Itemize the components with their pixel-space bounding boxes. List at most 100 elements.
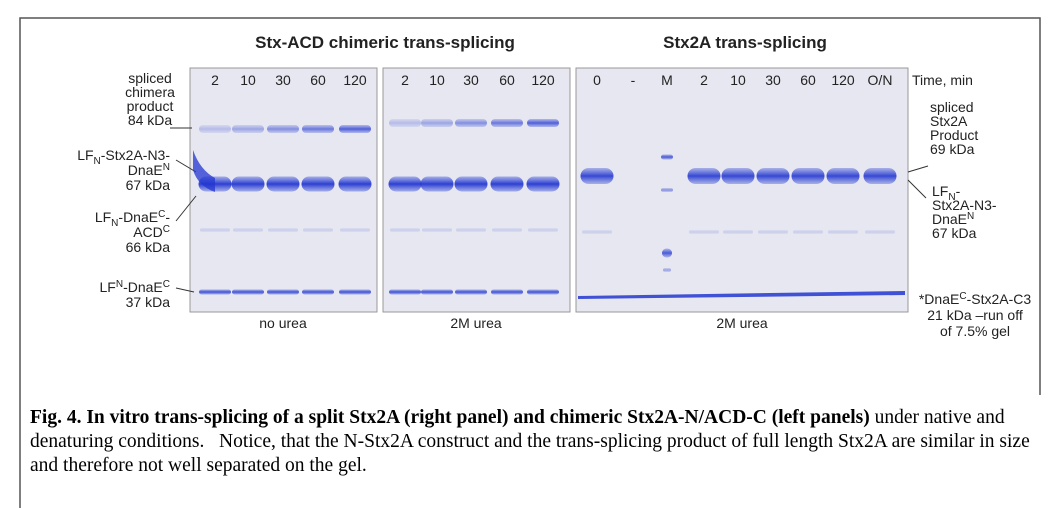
gel-band (456, 228, 486, 232)
gel-band (528, 228, 558, 232)
gel-band (527, 177, 560, 192)
band-label: 66 kDa (126, 239, 171, 255)
gel-band (722, 168, 755, 184)
lane-label: 60 (499, 72, 515, 88)
band-label: ACDC (133, 224, 170, 240)
label-part: C (959, 291, 966, 302)
gel-band (455, 119, 487, 127)
time-label: Time, min (912, 72, 973, 88)
lane-label: 10 (429, 72, 445, 88)
gel-band (302, 125, 334, 133)
label-part: 67 kDa (126, 177, 171, 193)
lane-label: M (661, 72, 673, 88)
gel-band (199, 125, 231, 133)
gel-band (339, 125, 371, 133)
gel-band (340, 228, 370, 232)
label-part: -DnaE (123, 279, 163, 295)
label-part: 67 kDa (932, 225, 977, 241)
gel-band (422, 228, 452, 232)
label-part: DnaE (128, 162, 163, 178)
label-part: LF (95, 209, 111, 225)
label-part: of 7.5% gel (940, 323, 1010, 339)
gel-band (200, 228, 230, 232)
lane-label: 120 (343, 72, 367, 88)
gel-band (267, 177, 300, 192)
gel-band (232, 290, 264, 295)
label-part: -Stx2A-N3- (101, 147, 171, 163)
gel-band (389, 119, 421, 127)
gel-band (663, 268, 671, 272)
gel-band (661, 188, 673, 192)
label-part: N (967, 211, 974, 222)
band-label: 37 kDa (126, 294, 171, 310)
gel-band (661, 155, 673, 160)
lane-label: - (631, 72, 636, 88)
gel-band (232, 177, 265, 192)
gel-band (689, 230, 719, 234)
gel-band (421, 177, 454, 192)
gel-band (302, 290, 334, 295)
gel-band (491, 177, 524, 192)
label-part: LF (77, 147, 93, 163)
label-part: LF (100, 279, 116, 295)
gel-band (792, 168, 825, 184)
label-part: 66 kDa (126, 239, 171, 255)
gel-band (662, 249, 672, 258)
panel-title: Stx2A trans-splicing (663, 33, 827, 52)
label-part: 84 kDa (128, 112, 173, 128)
label-part: N (116, 279, 123, 290)
gel-band (723, 230, 753, 234)
gel-band (527, 119, 559, 127)
band-label: 67 kDa (126, 177, 171, 193)
condition-label: 2M urea (716, 315, 768, 331)
band-label: 69 kDa (930, 141, 975, 157)
gel-band (455, 177, 488, 192)
lane-label: 2 (401, 72, 409, 88)
gel-band (267, 125, 299, 133)
label-part: ACD (133, 224, 163, 240)
gel-band (688, 168, 721, 184)
caption-bold: Fig. 4. In vitro trans-splicing of a spl… (30, 407, 870, 428)
figure-page: Stx-ACD chimeric trans-splicing Stx2A tr… (0, 0, 1063, 508)
label-part: -Stx2A-C3 (967, 291, 1032, 307)
gel-band (421, 119, 453, 127)
gel-band (864, 168, 897, 184)
lane-label: 60 (800, 72, 816, 88)
gel-band (828, 230, 858, 234)
gel-band (527, 290, 559, 295)
gel-band (267, 290, 299, 295)
gel-band (339, 290, 371, 295)
gel-band (233, 228, 263, 232)
gel-band (303, 228, 333, 232)
lane-label: 30 (463, 72, 479, 88)
band-label: *DnaEC-Stx2A-C3 (919, 291, 1031, 307)
gel-band (389, 290, 421, 295)
gel-band (491, 119, 523, 127)
label-part: N (163, 162, 170, 173)
label-part: *DnaE (919, 291, 959, 307)
lane-label: 10 (240, 72, 256, 88)
condition-label: no urea (259, 315, 307, 331)
band-label: of 7.5% gel (940, 323, 1010, 339)
lane-label: 10 (730, 72, 746, 88)
band-label: 67 kDa (932, 225, 977, 241)
gel-band (339, 177, 372, 192)
band-label: 84 kDa (128, 112, 173, 128)
label-part: C (158, 209, 165, 220)
gel-band (581, 168, 614, 184)
gel-band (389, 177, 422, 192)
label-part: N (94, 156, 101, 167)
lane-label: 30 (275, 72, 291, 88)
gel-band (302, 177, 335, 192)
gel-band (421, 290, 453, 295)
gel-band (455, 290, 487, 295)
gel-band (758, 230, 788, 234)
lane-label: 30 (765, 72, 781, 88)
lane-label: 120 (831, 72, 855, 88)
label-part: 69 kDa (930, 141, 975, 157)
label-part: - (165, 209, 170, 225)
lane-label: 2 (211, 72, 219, 88)
lane-label: 120 (531, 72, 555, 88)
condition-label: 2M urea (450, 315, 502, 331)
gel-band (268, 228, 298, 232)
